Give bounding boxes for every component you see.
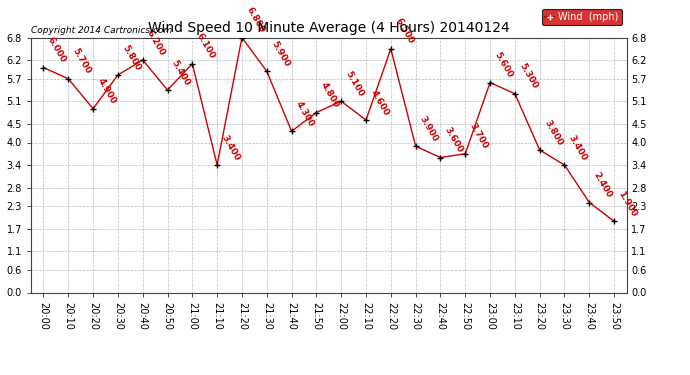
Text: 3.900: 3.900 <box>418 114 440 143</box>
Text: Copyright 2014 Cartronics.com: Copyright 2014 Cartronics.com <box>31 26 172 35</box>
Text: 5.400: 5.400 <box>170 58 192 87</box>
Text: 3.400: 3.400 <box>567 133 589 162</box>
Text: 3.700: 3.700 <box>468 122 490 151</box>
Text: 6.000: 6.000 <box>46 36 68 64</box>
Text: 6.100: 6.100 <box>195 32 217 61</box>
Title: Wind Speed 10 Minute Average (4 Hours) 20140124: Wind Speed 10 Minute Average (4 Hours) 2… <box>148 21 510 35</box>
Text: 4.300: 4.300 <box>294 99 316 128</box>
Text: 1.900: 1.900 <box>617 189 638 218</box>
Text: 5.100: 5.100 <box>344 69 366 98</box>
Text: 3.600: 3.600 <box>443 126 465 154</box>
Text: 3.400: 3.400 <box>219 133 242 162</box>
Text: 5.300: 5.300 <box>518 62 539 91</box>
Text: 4.800: 4.800 <box>319 81 341 110</box>
Text: 6.800: 6.800 <box>244 6 266 34</box>
Text: 4.900: 4.900 <box>95 76 117 106</box>
Text: 5.700: 5.700 <box>71 47 92 76</box>
Text: 5.800: 5.800 <box>120 43 142 72</box>
Text: 6.200: 6.200 <box>145 28 167 57</box>
Text: 3.800: 3.800 <box>542 118 564 147</box>
Text: 6.500: 6.500 <box>393 17 415 46</box>
Text: 5.600: 5.600 <box>493 51 515 80</box>
Text: 2.400: 2.400 <box>592 171 613 200</box>
Legend: Wind  (mph): Wind (mph) <box>542 9 622 25</box>
Text: 5.900: 5.900 <box>269 39 291 68</box>
Text: 4.600: 4.600 <box>368 88 391 117</box>
